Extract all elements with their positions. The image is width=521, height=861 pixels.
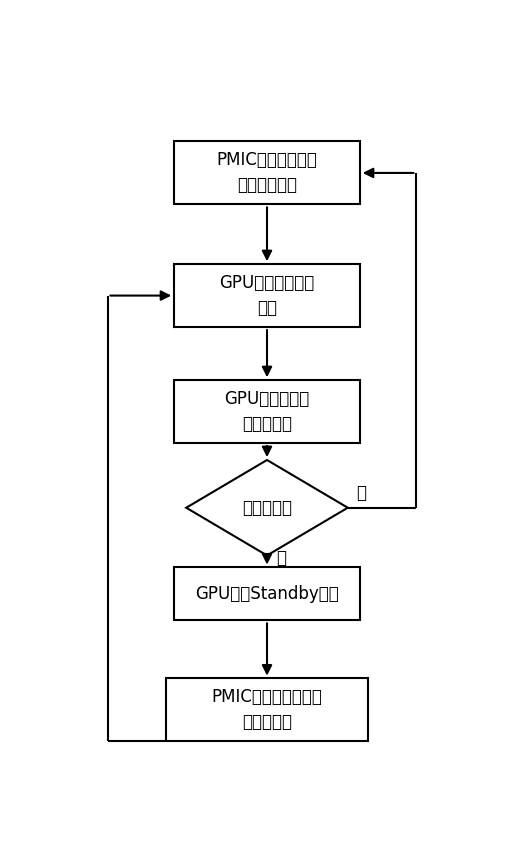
Text: GPU计算当前任务
占用: GPU计算当前任务 占用 bbox=[219, 274, 315, 317]
FancyBboxPatch shape bbox=[174, 141, 360, 204]
FancyBboxPatch shape bbox=[174, 380, 360, 443]
Text: 是: 是 bbox=[276, 549, 286, 567]
Text: GPU使能Standby信号: GPU使能Standby信号 bbox=[195, 585, 339, 603]
Text: PMIC电源电路切换至
低电源模式: PMIC电源电路切换至 低电源模式 bbox=[212, 689, 322, 732]
FancyBboxPatch shape bbox=[166, 678, 368, 741]
FancyBboxPatch shape bbox=[174, 567, 360, 621]
Text: GPU预测下一阶
段任务占用: GPU预测下一阶 段任务占用 bbox=[225, 390, 309, 433]
Polygon shape bbox=[187, 460, 348, 555]
Text: 否: 否 bbox=[356, 484, 366, 502]
Text: PMIC电源电路处于
正常工作模式: PMIC电源电路处于 正常工作模式 bbox=[217, 152, 317, 195]
FancyBboxPatch shape bbox=[174, 264, 360, 327]
Text: 低任务占用: 低任务占用 bbox=[242, 499, 292, 517]
